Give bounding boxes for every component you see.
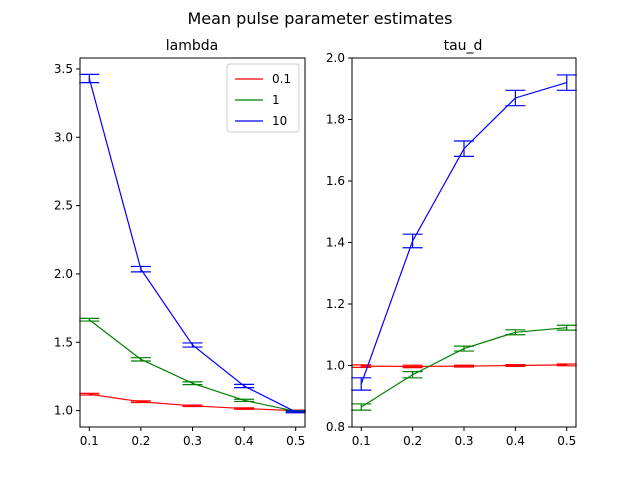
lambda-errorbar-2-3	[234, 383, 255, 389]
tau-d-y-tick-label: 1.0	[326, 359, 345, 373]
tau-d-series-line-2	[360, 82, 567, 385]
lambda-y-tick-label: 3.0	[54, 130, 73, 144]
lambda-y-tick-label: 1.0	[54, 404, 73, 418]
tau-d-y-tick-label: 1.2	[326, 297, 345, 311]
tau-d-errorbar-0-2	[454, 364, 474, 368]
lambda-panel-title: lambda	[166, 38, 218, 54]
tau-d-errorbar-2-1	[402, 233, 423, 249]
lambda-errorbar-0-0	[79, 392, 100, 396]
lambda-errorbar-1-3	[234, 398, 255, 403]
figure-title: Mean pulse parameter estimates	[188, 9, 453, 28]
lambda-errorbar-2-2	[182, 342, 203, 348]
tau-d-series-1	[351, 324, 577, 411]
lambda-series-2	[79, 73, 306, 414]
tau-d-y-tick-label: 1.8	[326, 113, 345, 127]
tau-d-series-0	[351, 363, 577, 369]
lambda-x-tick-label: 0.5	[286, 434, 305, 448]
lambda-legend-box	[226, 63, 300, 133]
tau-d-errorbar-2-2	[454, 140, 474, 157]
lambda-y-tick-label: 3.5	[54, 62, 73, 76]
lambda-x-tick-label: 0.3	[183, 434, 202, 448]
lambda-y-tick-label: 1.5	[54, 335, 73, 349]
lambda-errorbar-1-0	[79, 317, 100, 322]
tau-d-errorbar-1-1	[402, 371, 423, 379]
tau-d-x-tick-label: 0.1	[352, 434, 371, 448]
lambda-errorbar-2-1	[130, 265, 151, 273]
lambda-legend-label-1: 1	[272, 93, 280, 107]
lambda-errorbar-2-0	[79, 73, 100, 84]
tau-d-panel: tau_d 0.1 0.2 0.3 0.4 0.5 0.8 1.0 1.2 1.4 1.6 1.8 2…	[326, 38, 577, 448]
tau-d-errorbar-2-3	[505, 89, 526, 107]
tau-d-x-tick-label: 0.3	[454, 434, 473, 448]
tau-d-y-tick-label: 1.6	[326, 174, 345, 188]
lambda-errorbar-1-1	[130, 357, 151, 362]
tau-d-errorbar-2-0	[351, 377, 372, 391]
tau-d-panel-title: tau_d	[444, 38, 483, 54]
tau-d-errorbar-0-4	[556, 363, 577, 367]
lambda-x-tick-label: 0.4	[235, 434, 254, 448]
tau-d-errorbar-1-0	[351, 403, 372, 411]
lambda-errorbar-1-2	[182, 381, 203, 386]
lambda-panel: lambda 0.1 0.2 0.3 0.4 0.5 1.0 1.5 2.0 2.5 3.0 3.5…	[54, 38, 306, 448]
lambda-legend-label-2: 10	[272, 114, 287, 128]
tau-d-errorbar-0-1	[402, 364, 423, 369]
lambda-y-tick-label: 2.5	[54, 199, 73, 213]
tau-d-errorbar-1-4	[556, 324, 577, 331]
lambda-y-tick-label: 2.0	[54, 267, 73, 281]
lambda-errorbar-0-2	[182, 404, 203, 408]
tau-d-errorbar-2-4	[556, 74, 577, 91]
tau-d-axes-frame	[351, 57, 577, 428]
tau-d-x-tick-label: 0.5	[557, 434, 576, 448]
lambda-legend-label-0: 0.1	[272, 72, 291, 86]
lambda-x-tick-label: 0.2	[131, 434, 150, 448]
lambda-errorbar-0-3	[234, 407, 255, 410]
tau-d-y-tick-label: 1.4	[326, 236, 345, 250]
lambda-series-0	[79, 392, 306, 412]
tau-d-x-tick-label: 0.2	[403, 434, 422, 448]
lambda-legend: 0.1 1 10	[226, 63, 300, 133]
tau-d-y-tick-label: 2.0	[326, 51, 345, 65]
lambda-series-line-1	[88, 319, 296, 412]
lambda-errorbar-2-4	[285, 410, 306, 414]
tau-d-y-tick-label: 0.8	[326, 420, 345, 434]
tau-d-errorbar-0-3	[505, 363, 526, 368]
tau-d-x-tick-label: 0.4	[506, 434, 525, 448]
tau-d-errorbar-1-3	[505, 329, 526, 336]
lambda-x-tick-label: 0.1	[80, 434, 99, 448]
tau-d-errorbar-1-2	[454, 345, 474, 352]
tau-d-series-2	[351, 74, 577, 391]
lambda-errorbar-0-1	[130, 400, 151, 404]
